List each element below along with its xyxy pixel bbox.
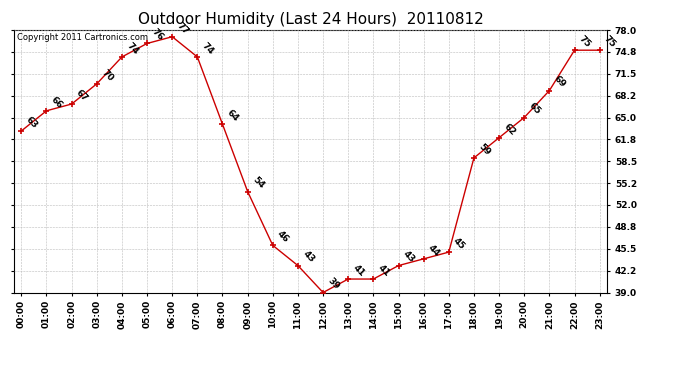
Text: 41: 41 (376, 263, 391, 278)
Text: 69: 69 (552, 75, 567, 90)
Text: 67: 67 (75, 88, 90, 103)
Text: 43: 43 (402, 249, 417, 265)
Text: 77: 77 (175, 21, 190, 36)
Text: 75: 75 (602, 34, 618, 50)
Text: 66: 66 (49, 95, 64, 110)
Text: 54: 54 (250, 176, 266, 191)
Text: 39: 39 (326, 276, 341, 292)
Text: 43: 43 (301, 249, 316, 265)
Text: 45: 45 (451, 236, 467, 251)
Text: 46: 46 (275, 230, 291, 244)
Text: 63: 63 (24, 115, 39, 130)
Text: 75: 75 (578, 34, 593, 50)
Text: 44: 44 (426, 243, 442, 258)
Text: 74: 74 (200, 41, 215, 56)
Text: Copyright 2011 Cartronics.com: Copyright 2011 Cartronics.com (17, 33, 148, 42)
Text: 70: 70 (99, 68, 115, 83)
Text: 59: 59 (477, 142, 492, 157)
Text: 62: 62 (502, 122, 517, 137)
Text: 41: 41 (351, 263, 366, 278)
Text: 74: 74 (125, 41, 140, 56)
Text: 65: 65 (527, 102, 542, 117)
Text: 64: 64 (225, 108, 241, 123)
Title: Outdoor Humidity (Last 24 Hours)  20110812: Outdoor Humidity (Last 24 Hours) 2011081… (137, 12, 484, 27)
Text: 76: 76 (150, 27, 165, 43)
